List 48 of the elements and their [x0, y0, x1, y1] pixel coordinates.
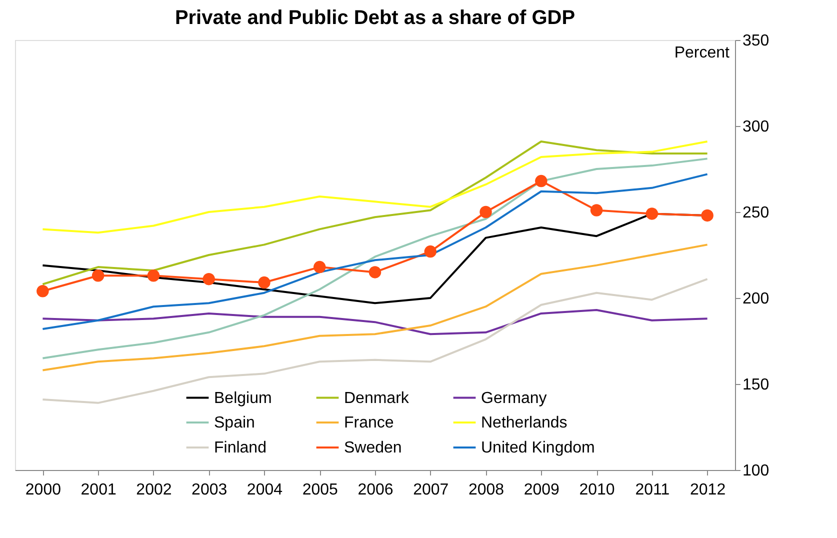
point [480, 206, 492, 218]
x-tick-label: 2003 [192, 482, 228, 498]
legend-label: Finland [214, 440, 266, 456]
legend-label: Sweden [344, 440, 402, 456]
line-series [42, 244, 708, 372]
legend-label: Spain [214, 414, 255, 432]
legend-label: United Kingdom [481, 440, 595, 456]
point [313, 260, 326, 274]
line-series [42, 173, 708, 330]
point [424, 245, 437, 258]
x-tick-label: 2005 [302, 482, 338, 498]
point [92, 270, 104, 282]
x-tick-label: 2007 [413, 482, 449, 498]
point [202, 272, 215, 286]
y-tick-label: 300 [742, 118, 770, 136]
line-series [42, 309, 708, 336]
legend-label: Belgium [214, 390, 272, 407]
point [535, 174, 548, 188]
x-tick-label: 2000 [25, 482, 62, 498]
line-series [42, 140, 708, 234]
x-tick-label: 2012 [690, 482, 726, 498]
legend-label: Netherlands [481, 414, 568, 432]
y-tick-label: 200 [742, 290, 770, 308]
x-tick-label: 2004 [246, 482, 283, 498]
y-tick-label: 350 [742, 32, 770, 50]
x-tick-label: 2008 [468, 482, 504, 498]
y-axis-title: Percent [674, 44, 730, 62]
y-tick-label: 150 [742, 376, 770, 394]
point [36, 285, 49, 298]
point [147, 270, 160, 282]
x-tick-label: 2009 [524, 482, 560, 498]
y-tick-label: 100 [742, 462, 770, 480]
point [590, 204, 603, 216]
x-tick-label: 2001 [80, 482, 116, 498]
x-tick-label: 2006 [358, 482, 394, 498]
line-series [42, 158, 708, 360]
legend-label: Denmark [344, 390, 410, 407]
chart-title: Private and Public Debt as a share of GDP [174, 7, 576, 29]
x-tick-label: 2010 [579, 482, 615, 498]
point [701, 209, 714, 222]
legend-label: Germany [481, 390, 547, 407]
point [646, 208, 658, 220]
y-tick-label: 250 [742, 204, 770, 222]
x-tick-label: 2011 [635, 482, 670, 498]
x-tick-label: 2002 [136, 482, 172, 498]
point [258, 276, 270, 289]
point [368, 266, 382, 278]
legend-label: France [344, 414, 394, 432]
